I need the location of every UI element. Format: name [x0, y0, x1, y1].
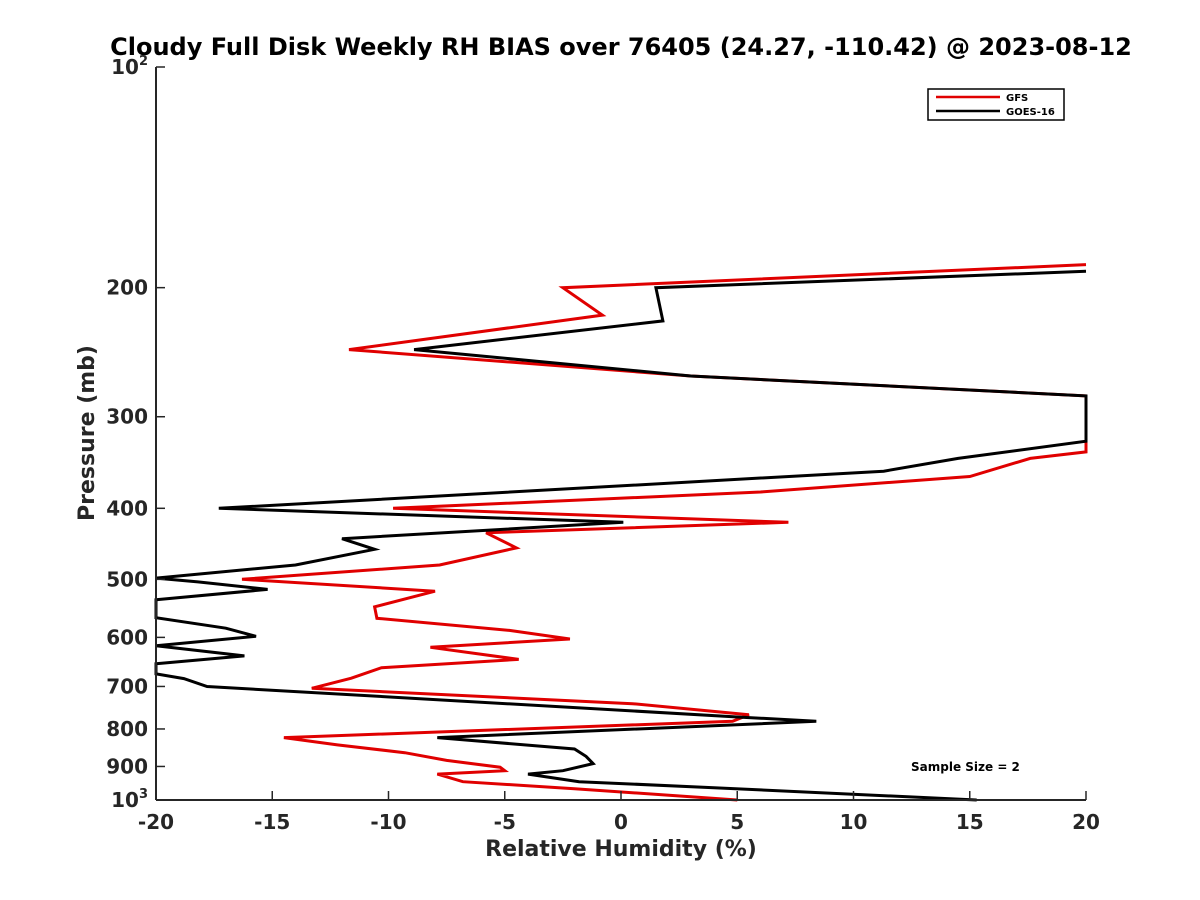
plot-background	[156, 67, 1086, 800]
y-tick-label: 103	[111, 787, 148, 812]
legend-label-gfs: GFS	[1006, 93, 1028, 104]
y-tick-label: 500	[106, 567, 148, 591]
y-tick-label: 900	[106, 754, 148, 778]
x-tick-label: 0	[614, 810, 628, 834]
y-tick-label: 200	[106, 276, 148, 300]
series-line-gfs	[241, 263, 1088, 802]
series-line-goes16	[154, 269, 1088, 802]
sample-size-annotation: Sample Size = 2	[911, 760, 1020, 774]
plot-area	[156, 67, 1086, 800]
x-tick-label: -20	[138, 810, 174, 834]
y-tick-label: 300	[106, 405, 148, 429]
x-tick-label: 5	[730, 810, 744, 834]
y-tick-label: 400	[106, 496, 148, 520]
x-tick-label: -10	[370, 810, 406, 834]
y-tick-label: 800	[106, 717, 148, 741]
x-axis-label: Relative Humidity (%)	[485, 837, 757, 862]
chart-title: Cloudy Full Disk Weekly RH BIAS over 764…	[110, 33, 1132, 61]
x-tick-label: -15	[254, 810, 290, 834]
y-tick-label: 700	[106, 674, 148, 698]
legend: GFS GOES-16	[927, 88, 1065, 121]
series-layer	[154, 263, 1088, 802]
y-tick-label: 102	[111, 54, 148, 79]
x-tick-label: 20	[1072, 810, 1100, 834]
x-tick-label: -5	[494, 810, 516, 834]
x-ticks: -20 -15 -10 -5 0 5 10 15 20	[138, 791, 1100, 834]
y-ticks: 102 200 300 400 500 600 700 800 900 103	[106, 54, 165, 812]
y-tick-label: 600	[106, 625, 148, 649]
legend-box	[927, 88, 1065, 121]
y-axis-label: Pressure (mb)	[75, 345, 100, 521]
legend-label-goes16: GOES-16	[1006, 107, 1055, 118]
x-tick-label: 10	[840, 810, 868, 834]
x-tick-label: 15	[956, 810, 984, 834]
